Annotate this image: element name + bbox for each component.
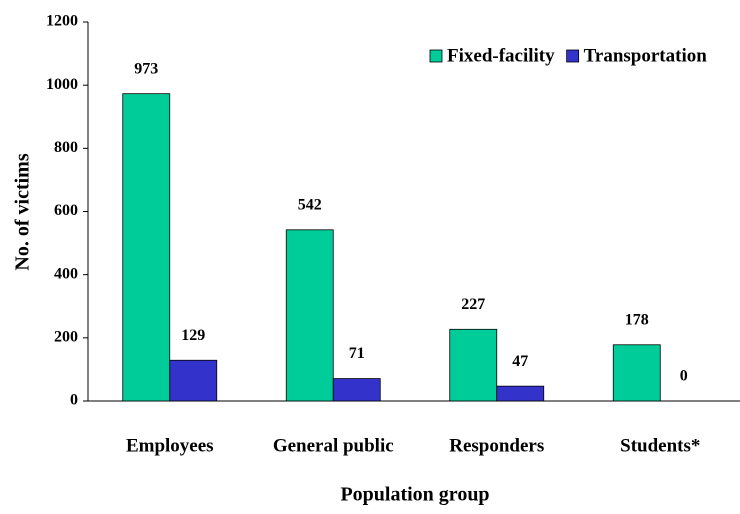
y-tick-label: 200 xyxy=(54,329,78,346)
y-tick-label: 400 xyxy=(54,265,78,282)
legend-label: Fixed-facility xyxy=(447,45,555,66)
x-tick-label: Responders xyxy=(449,435,544,456)
value-label: 129 xyxy=(181,327,205,344)
value-label: 47 xyxy=(512,353,528,370)
value-label: 71 xyxy=(349,345,365,362)
y-tick-label: 600 xyxy=(54,202,78,219)
legend-swatch xyxy=(429,49,443,63)
bar xyxy=(332,378,381,402)
x-tick-label: General public xyxy=(273,435,394,456)
legend-swatch xyxy=(566,49,580,63)
y-axis-title: No. of victims xyxy=(12,153,34,270)
legend-label: Transportation xyxy=(584,45,708,66)
x-axis-title: Population group xyxy=(340,484,489,506)
bar xyxy=(122,93,171,402)
bar xyxy=(449,328,498,402)
bar xyxy=(612,344,661,402)
x-tick-label: Employees xyxy=(126,435,214,456)
bar xyxy=(169,359,218,402)
y-tick-label: 1000 xyxy=(46,76,78,93)
bar xyxy=(496,385,545,402)
y-tick-label: 0 xyxy=(70,392,78,409)
value-label: 227 xyxy=(461,296,485,313)
bar xyxy=(285,229,334,402)
value-label: 542 xyxy=(298,196,322,213)
value-label: 178 xyxy=(625,311,649,328)
value-label: 0 xyxy=(680,368,688,385)
y-tick-label: 800 xyxy=(54,139,78,156)
x-tick-label: Students* xyxy=(620,435,700,456)
y-tick-label: 1200 xyxy=(46,13,78,30)
value-label: 973 xyxy=(134,60,158,77)
